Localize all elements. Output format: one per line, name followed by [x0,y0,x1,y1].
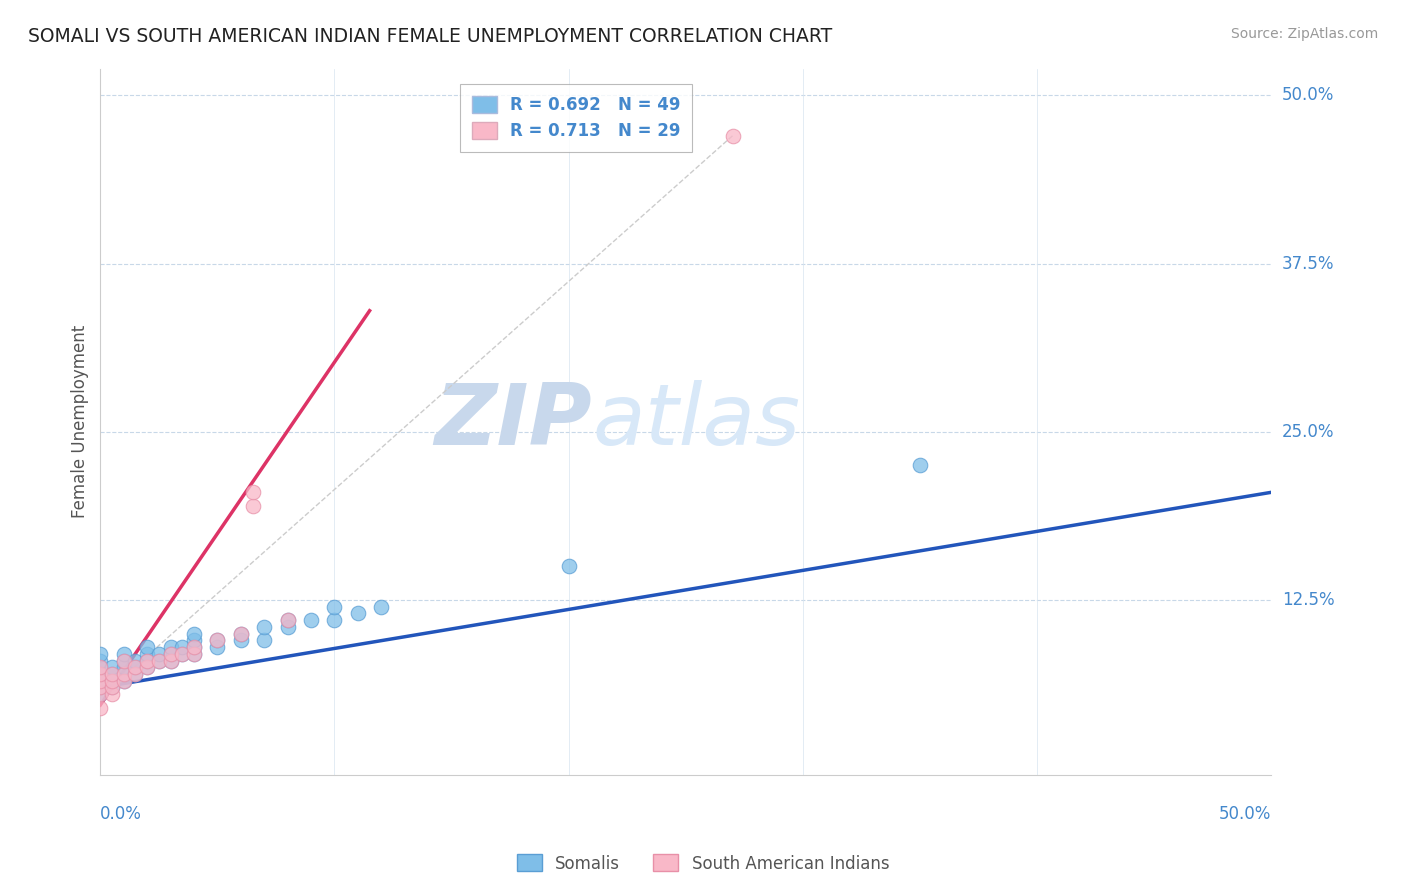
Point [124,660,146,674]
Point [89,700,111,714]
Point [370,599,392,614]
Point [101,681,124,695]
Text: ZIP: ZIP [434,380,592,463]
Point [89,673,111,688]
Point [253,620,276,634]
Text: 12.5%: 12.5% [1282,591,1334,609]
Point [207,633,229,648]
Point [101,681,124,695]
Point [229,633,252,648]
Legend: R = 0.692   N = 49, R = 0.713   N = 29: R = 0.692 N = 49, R = 0.713 N = 29 [460,84,692,152]
Point [124,660,146,674]
Point [183,633,205,648]
Y-axis label: Female Unemployment: Female Unemployment [72,325,89,518]
Point [136,647,159,661]
Text: 37.5%: 37.5% [1282,254,1334,273]
Point [89,673,111,688]
Text: atlas: atlas [592,380,800,463]
Point [242,485,264,500]
Point [112,654,135,668]
Point [112,660,135,674]
Point [89,681,111,695]
Point [159,654,181,668]
Point [112,667,135,681]
Point [183,647,205,661]
Point [112,673,135,688]
Point [89,667,111,681]
Point [323,599,346,614]
Point [183,626,205,640]
Point [242,499,264,513]
Point [124,654,146,668]
Point [148,654,170,668]
Text: Source: ZipAtlas.com: Source: ZipAtlas.com [1230,27,1378,41]
Point [172,647,194,661]
Point [908,458,931,473]
Point [136,660,159,674]
Point [136,654,159,668]
Point [89,660,111,674]
Point [159,647,181,661]
Point [101,673,124,688]
Point [124,667,146,681]
Point [207,633,229,648]
Point [101,667,124,681]
Point [89,687,111,701]
Point [183,640,205,654]
Point [277,613,299,627]
Point [277,613,299,627]
Point [347,607,370,621]
Point [136,640,159,654]
Text: 50.0%: 50.0% [1282,87,1334,104]
Point [159,654,181,668]
Point [172,647,194,661]
Point [136,660,159,674]
Legend: Somalis, South American Indians: Somalis, South American Indians [510,847,896,880]
Point [148,654,170,668]
Text: 0.0%: 0.0% [100,805,142,823]
Point [207,640,229,654]
Point [277,620,299,634]
Text: SOMALI VS SOUTH AMERICAN INDIAN FEMALE UNEMPLOYMENT CORRELATION CHART: SOMALI VS SOUTH AMERICAN INDIAN FEMALE U… [28,27,832,45]
Point [159,647,181,661]
Point [112,673,135,688]
Point [229,626,252,640]
Point [112,647,135,661]
Point [183,647,205,661]
Point [721,128,744,143]
Point [253,633,276,648]
Point [89,660,111,674]
Point [89,647,111,661]
Point [159,640,181,654]
Point [101,673,124,688]
Point [112,654,135,668]
Point [101,687,124,701]
Point [148,647,170,661]
Text: 50.0%: 50.0% [1219,805,1271,823]
Point [124,667,146,681]
Point [89,654,111,668]
Point [89,667,111,681]
Point [101,667,124,681]
Point [89,681,111,695]
Point [229,626,252,640]
Point [299,613,322,627]
Point [557,559,579,574]
Point [112,667,135,681]
Point [323,613,346,627]
Point [136,654,159,668]
Point [101,660,124,674]
Point [89,687,111,701]
Point [172,640,194,654]
Point [183,640,205,654]
Text: 25.0%: 25.0% [1282,423,1334,441]
